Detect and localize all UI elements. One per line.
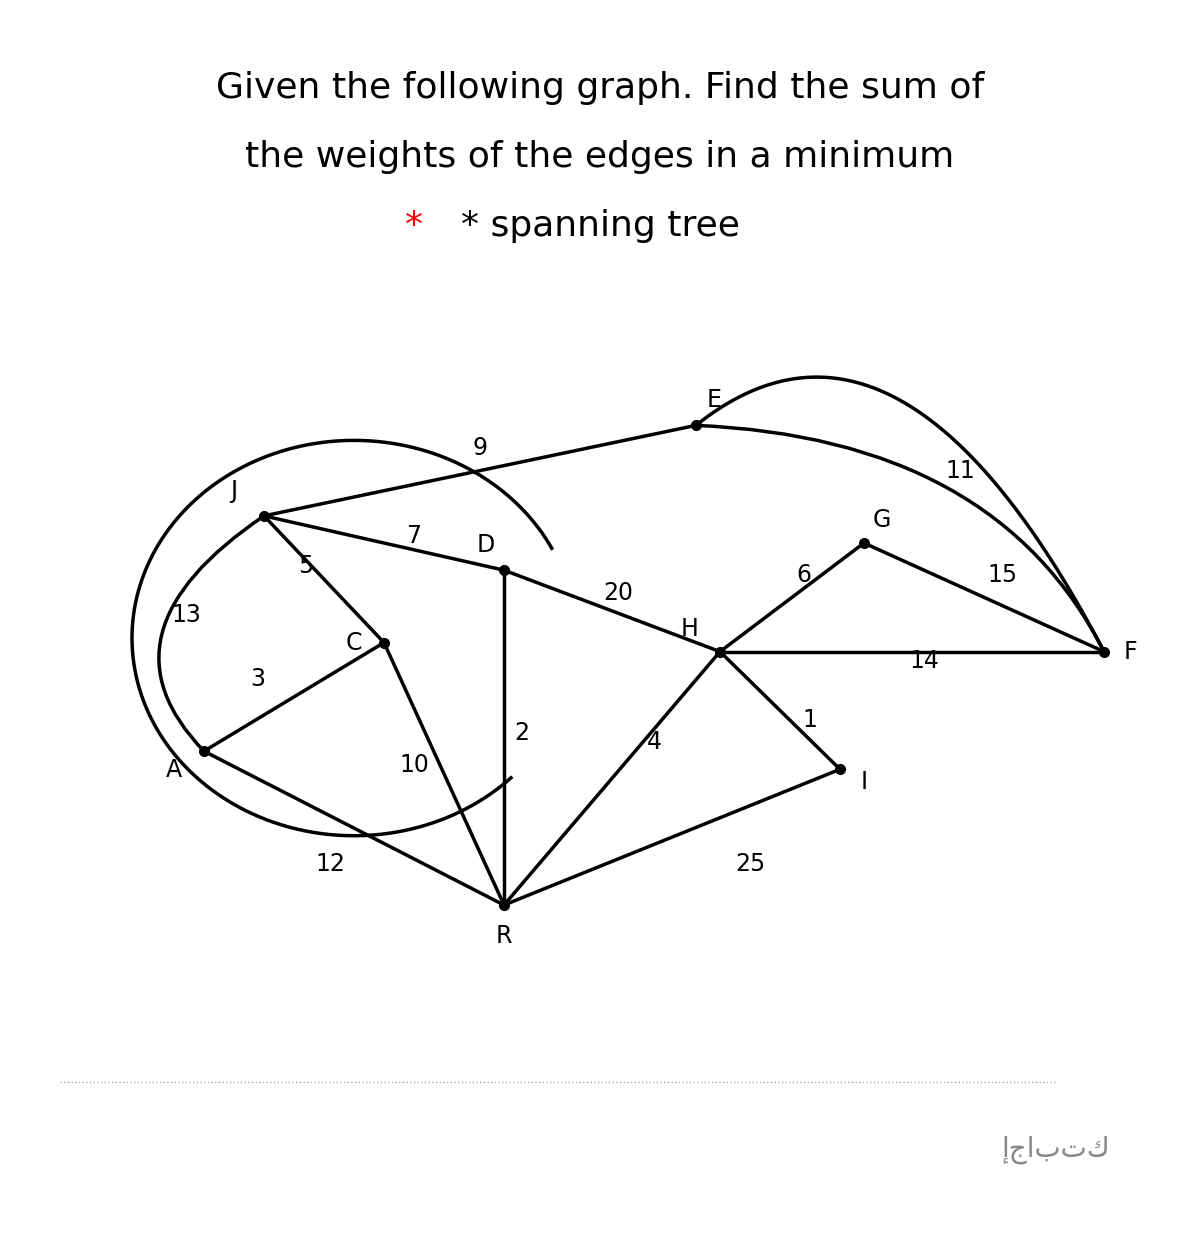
Text: *: * (404, 209, 422, 244)
Text: 25: 25 (734, 852, 766, 876)
Text: F: F (1123, 640, 1138, 664)
Text: 2: 2 (515, 722, 529, 745)
Text: 7: 7 (407, 524, 421, 548)
Text: إجابتك: إجابتك (1002, 1136, 1110, 1164)
Text: 4: 4 (647, 730, 661, 754)
Text: H: H (682, 617, 698, 641)
Text: 15: 15 (986, 563, 1018, 587)
Text: D: D (476, 533, 496, 557)
Text: * spanning tree: * spanning tree (461, 209, 739, 244)
Text: 3: 3 (251, 666, 265, 691)
Text: A: A (166, 758, 182, 782)
Text: G: G (872, 508, 892, 533)
Text: E: E (707, 388, 721, 412)
Text: 9: 9 (473, 436, 487, 460)
Text: 1: 1 (803, 708, 817, 732)
Text: 14: 14 (910, 649, 938, 672)
Text: C: C (346, 631, 362, 655)
Text: I: I (860, 769, 868, 794)
Text: J: J (230, 479, 238, 503)
Text: 20: 20 (604, 581, 634, 605)
Text: R: R (496, 924, 512, 949)
Text: Given the following graph. Find the sum of: Given the following graph. Find the sum … (216, 70, 984, 106)
Text: 6: 6 (797, 563, 811, 587)
Text: 5: 5 (299, 553, 313, 578)
Text: 10: 10 (400, 753, 428, 777)
Text: 13: 13 (172, 603, 200, 627)
Text: 11: 11 (946, 459, 974, 483)
Text: 12: 12 (316, 852, 344, 876)
Text: the weights of the edges in a minimum: the weights of the edges in a minimum (245, 140, 955, 175)
